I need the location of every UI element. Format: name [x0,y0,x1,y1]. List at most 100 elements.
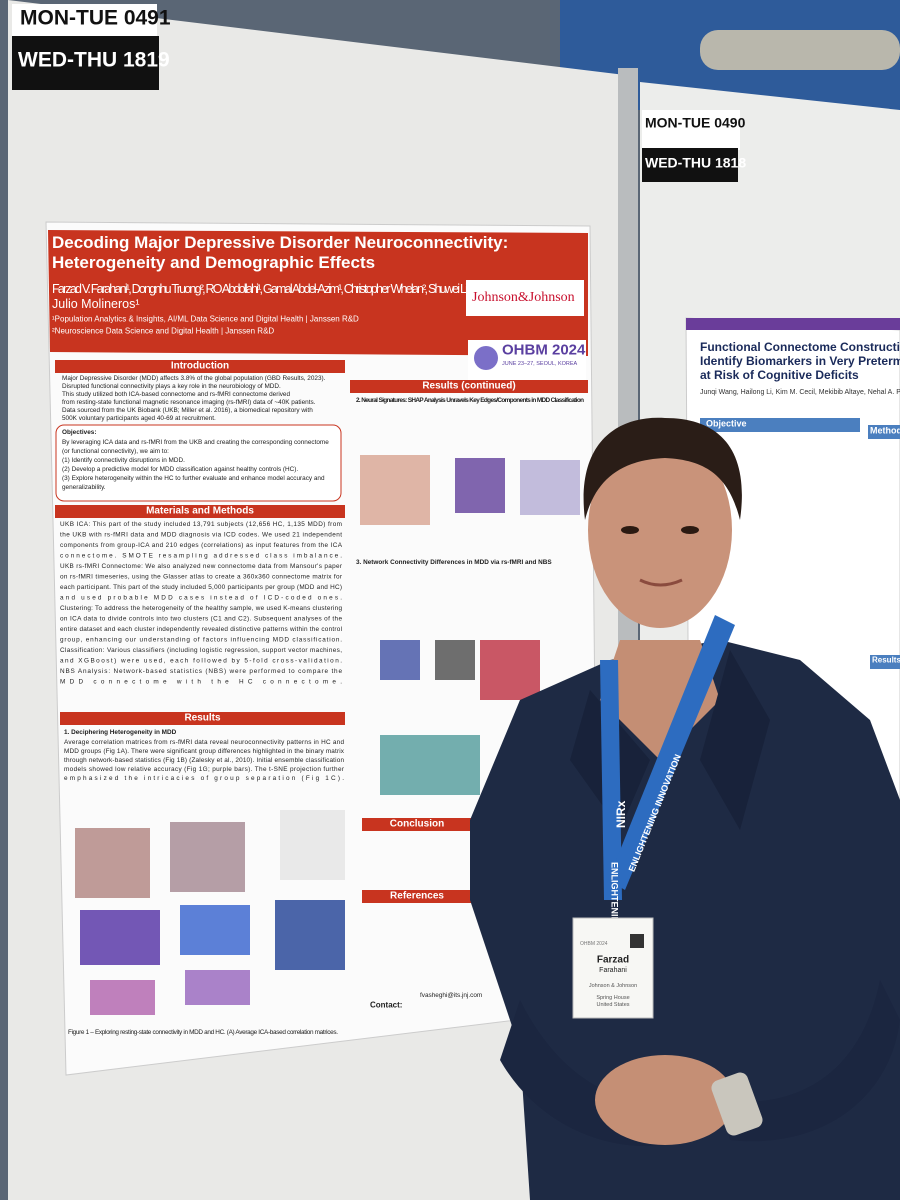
poster-right-column: Results (continued) 2. Neural Signatures:… [350,380,588,1010]
board-label [642,110,740,150]
mouth [639,578,683,587]
arm [720,980,900,1142]
section-heading: Results (continued) [422,380,515,391]
figure-panel [380,735,480,795]
methods-line: Clustering: To address the heterogeneity… [60,605,342,612]
figure-panel [185,970,250,1005]
figure-panel [275,900,345,970]
poster-2-title: Functional Connectome Construction to [700,340,900,354]
poster-2-heading-bar [870,655,900,669]
lanyard [600,660,622,900]
methods-line: on rs-fMRI timeseries, using the Glasser… [60,574,343,581]
conference-name: OHBM 2024 [502,341,586,358]
lanyard-brand: NIRx [614,800,628,828]
contact-label: Contact: [370,1001,402,1010]
figure-panel [360,455,430,525]
methods-line: and used probable MDD cases instead of I… [60,595,342,602]
section-heading-bar [362,818,472,831]
figure-panel [520,460,580,515]
results-line: Average correlation matrices from rs-fMR… [64,739,344,746]
methods-line: Classification: Various classifiers (inc… [60,647,342,654]
intro-bullet: This study utilized both ICA-based conne… [62,391,290,398]
poster-affiliation: ¹Population Analytics & Insights, AI/ML … [52,315,359,324]
figure-panel [170,822,245,892]
eye [681,526,699,534]
poster-2-authors: Junqi Wang, Hailong Li, Kim M. Cecil, Me… [700,389,900,396]
methods-line: on ICA data to divide controls into two … [60,616,342,623]
figure-panel [435,640,475,680]
poster-header [48,230,588,356]
intro-bullet: Data sourced from the UK Biobank (UKB; M… [62,407,313,414]
section-heading-bar [350,380,588,393]
poster-title: Decoding Major Depressive Disorder Neuro… [52,233,508,252]
board-label-text: MON-TUE 0490 [645,114,746,130]
eye [621,526,639,534]
intro-bullet: Disrupted functional connectivity plays … [62,383,281,390]
board-label-text: WED-THU 1818 [645,154,746,170]
objective-item: By leveraging ICA data and rs-fMRI from … [62,439,329,446]
watch [711,1072,763,1136]
badge-country: United States [596,1002,629,1008]
shirt [470,640,900,1200]
poster-title: Heterogeneity and Demographic Effects [52,253,375,272]
section-heading-bar [55,360,345,373]
figure-caption: Figure 1 – Exploring resting-state conne… [68,1029,338,1036]
objectives-box [55,424,342,502]
board-label-text: MON-TUE 0491 [20,6,171,29]
collar [700,650,770,830]
poster-affiliation: ²Neuroscience Data Science and Digital H… [52,327,274,336]
head [588,432,732,628]
objective-item: (or functional connectivity), we aim to: [62,448,169,455]
intro-bullet: Major Depressive Disorder (MDD) affects … [62,375,326,382]
poster-left-column: Introduction Major Depressive Disorder (M… [55,360,345,1036]
lanyard [608,615,735,890]
poster-2-heading: Objective [706,418,747,428]
sponsor-name: Johnson&Johnson [472,290,575,305]
section-heading-bar [60,712,345,725]
methods-line: UKB ICA: This part of the study included… [60,521,342,528]
section-heading-bar [55,505,345,518]
badge-qr [630,934,644,948]
poster-2-stripe [686,318,900,330]
figure-panel [180,905,250,955]
figure-panel [480,640,540,700]
badge-first-name: Farzad [597,954,629,965]
methods-line: each participant. This part of the study… [60,584,342,591]
hair [583,417,742,520]
results-line: MDD groups (Fig 1A). There were signific… [64,748,345,755]
figure-panel [455,458,505,513]
poster-2-heading-bar [700,418,860,432]
conference-dates: JUNE 23–27, SEOUL, KOREA [502,361,578,367]
section-heading: Introduction [171,360,229,371]
section-heading: References [390,890,444,901]
results-line: through network-based statistics (Fig 1B… [64,757,344,764]
methods-line: components from group-ICA and 210 edges … [60,542,343,549]
figure-panel [380,640,420,680]
board-label [12,36,159,90]
results-subheading: 3. Network Connectivity Differences in M… [356,559,552,566]
section-heading-bar [362,890,472,903]
methods-line: connectome. SMOTE resampling addressed c… [60,553,342,560]
poster-2-heading: Results [872,656,900,665]
poster-authors: Julio Molineros¹ [52,297,140,311]
objective-item: (1) Identify connectivity disruptions in… [62,457,185,464]
section-heading: Results [184,712,221,723]
sponsor-logo [466,280,584,316]
methods-line: entire dataset and each cluster independ… [60,626,342,633]
section-heading: Conclusion [390,818,444,829]
methods-line: group, enhancing our understanding of fa… [60,637,342,644]
intro-bullet: from resting-state functional magnetic r… [62,399,316,406]
poster-2-title: at Risk of Cognitive Deficits [700,368,859,382]
figure-panel [80,910,160,965]
poster-authors: Farzad V. Farahani¹, Dongnhu Truong², RO… [52,282,472,296]
poster-2-content: Functional Connectome Construction toIde… [700,340,900,669]
poster-2-heading-bar [868,425,900,439]
objective-item: generalizability. [62,484,106,491]
methods-line: NBS Analysis: Network-based statistics (… [60,668,342,675]
badge-last-name: Farahani [599,967,627,974]
duct [700,30,900,70]
poster-2-heading: Methods [870,425,900,435]
methods-line: UKB rs-fMRI Connectome: We also analyzed… [60,563,343,570]
